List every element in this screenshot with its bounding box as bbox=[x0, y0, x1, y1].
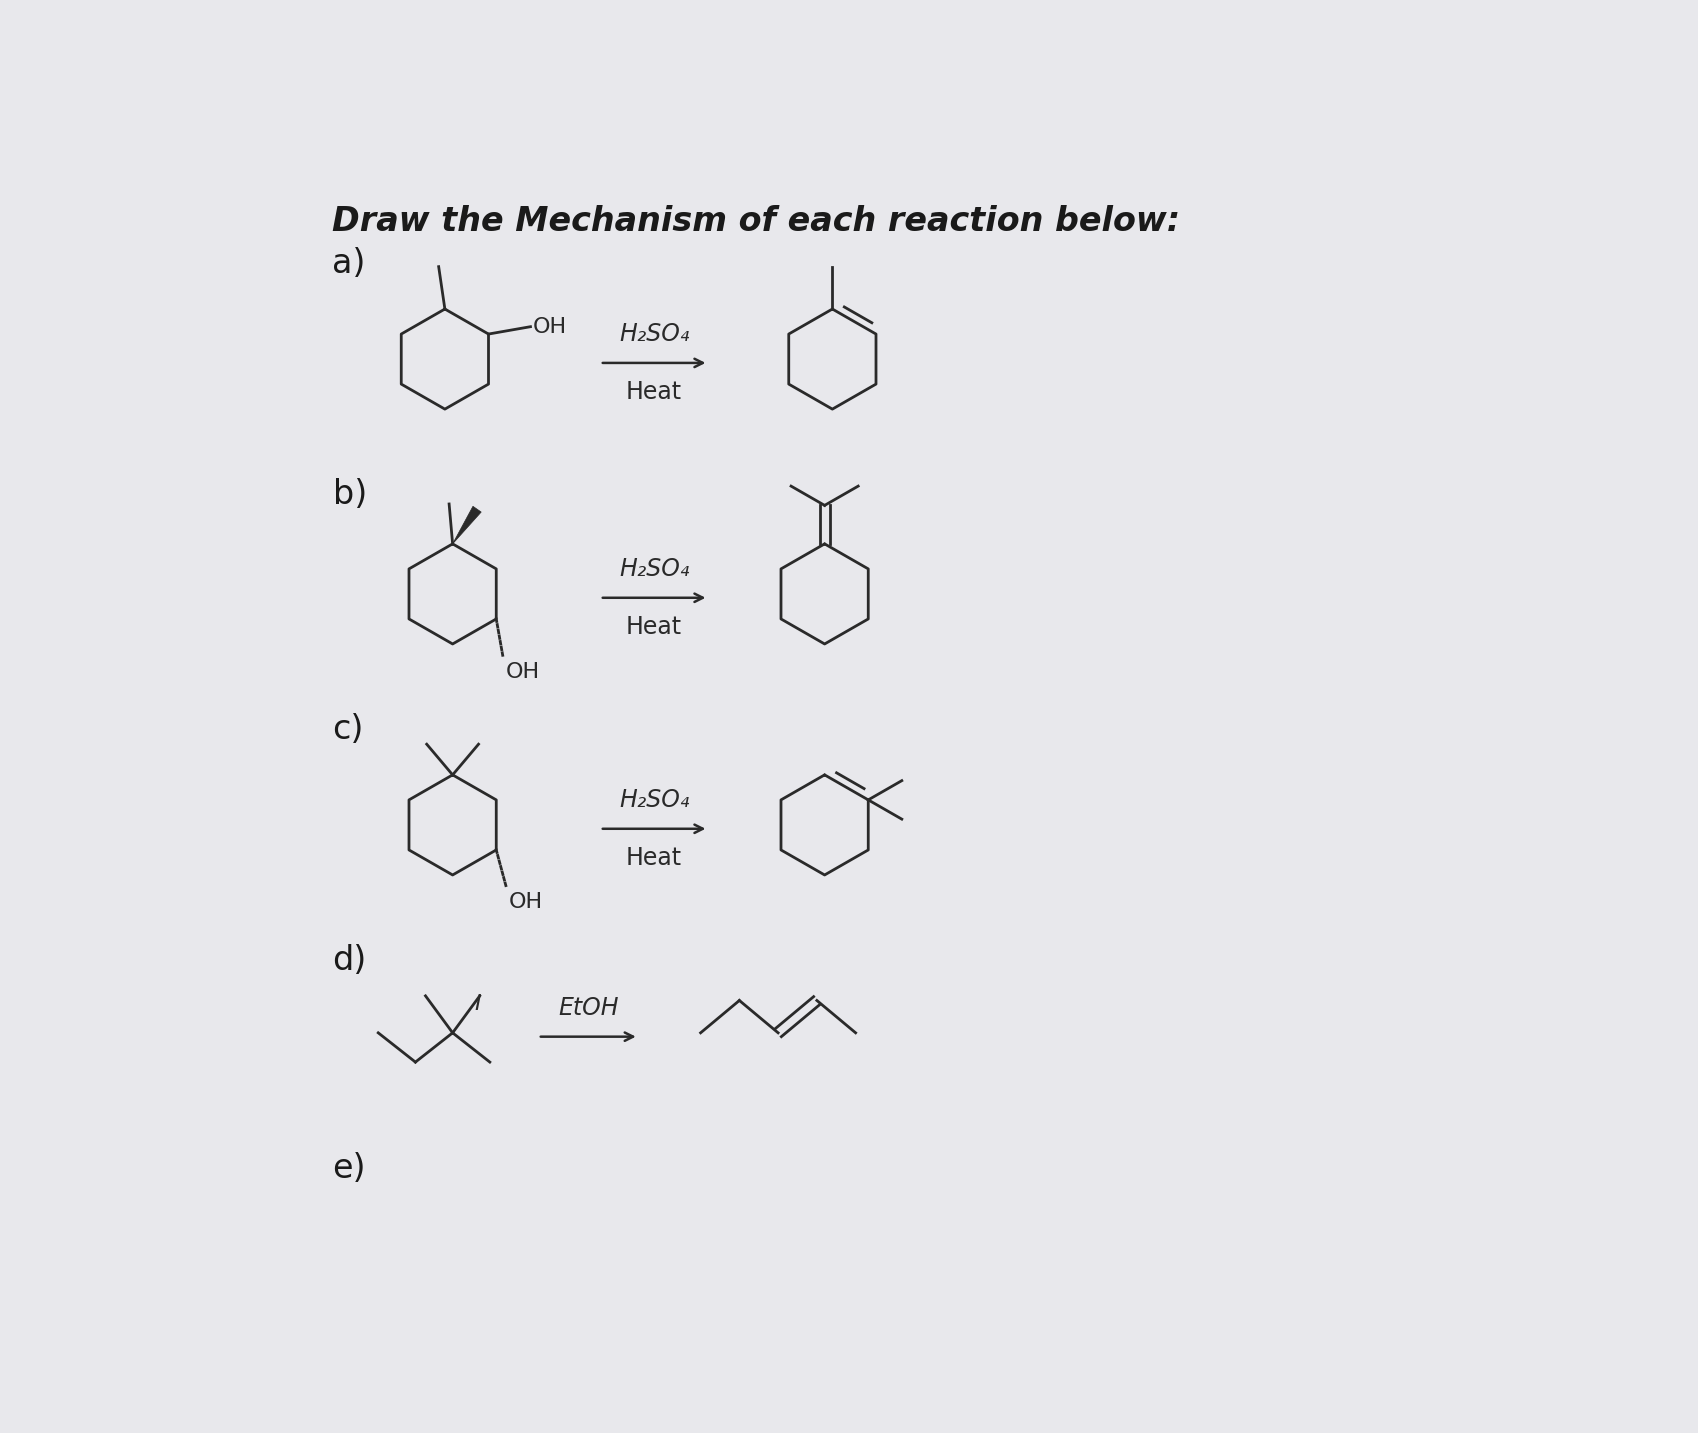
Text: Draw the Mechanism of each reaction below:: Draw the Mechanism of each reaction belo… bbox=[333, 205, 1180, 238]
Text: b): b) bbox=[333, 479, 367, 512]
Text: a): a) bbox=[333, 248, 365, 281]
Text: H₂SO₄: H₂SO₄ bbox=[618, 322, 689, 345]
Text: H₂SO₄: H₂SO₄ bbox=[618, 557, 689, 580]
Text: c): c) bbox=[333, 714, 363, 747]
Text: Heat: Heat bbox=[625, 380, 683, 404]
Polygon shape bbox=[452, 506, 481, 545]
Text: OH: OH bbox=[509, 893, 543, 913]
Text: EtOH: EtOH bbox=[557, 996, 618, 1020]
Text: e): e) bbox=[333, 1152, 365, 1185]
Text: OH: OH bbox=[506, 662, 540, 682]
Text: d): d) bbox=[333, 944, 367, 977]
Text: OH: OH bbox=[533, 317, 567, 337]
Text: Heat: Heat bbox=[625, 615, 683, 639]
Text: H₂SO₄: H₂SO₄ bbox=[618, 788, 689, 813]
Text: Heat: Heat bbox=[625, 845, 683, 870]
Text: I: I bbox=[474, 993, 481, 1013]
